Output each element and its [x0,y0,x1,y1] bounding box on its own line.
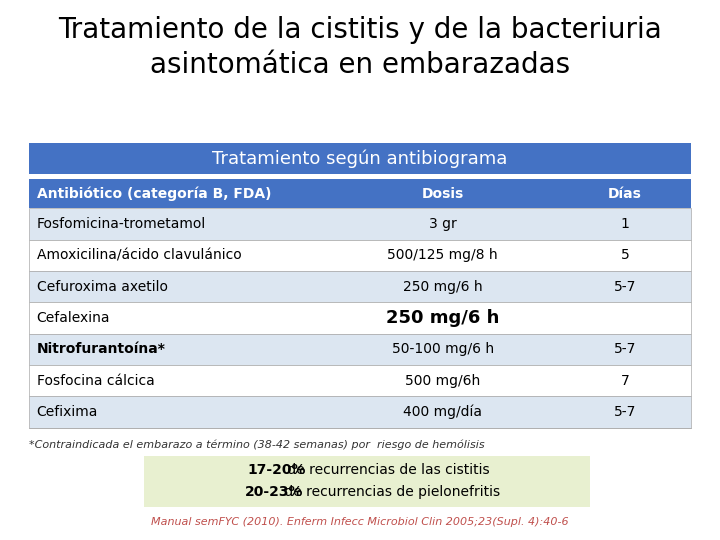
Text: 17-20%: 17-20% [248,463,306,477]
FancyBboxPatch shape [29,396,691,428]
FancyBboxPatch shape [29,271,691,302]
Text: Manual semFYC (2010). Enferm Infecc Microbiol Clin 2005;23(Supl. 4):40-6: Manual semFYC (2010). Enferm Infecc Micr… [151,517,569,527]
FancyBboxPatch shape [29,179,691,208]
Text: 5-7: 5-7 [613,280,636,294]
Text: 7: 7 [621,374,629,388]
Text: Cefuroxima axetilo: Cefuroxima axetilo [37,280,168,294]
Text: *Contraindicada el embarazo a término (38-42 semanas) por  riesgo de hemólisis: *Contraindicada el embarazo a término (3… [29,440,485,450]
Text: 50-100 mg/6 h: 50-100 mg/6 h [392,342,494,356]
Text: de recurrencias de pielonefritis: de recurrencias de pielonefritis [280,485,500,500]
FancyBboxPatch shape [29,208,691,240]
Text: 20-23%: 20-23% [245,485,303,500]
Text: Nitrofurantoína*: Nitrofurantoína* [37,342,166,356]
Text: 250 mg/6 h: 250 mg/6 h [403,280,482,294]
Text: 250 mg/6 h: 250 mg/6 h [386,309,500,327]
Text: Días: Días [608,187,642,200]
Text: Antibiótico (categoría B, FDA): Antibiótico (categoría B, FDA) [37,186,271,201]
Text: Tratamiento según antibiograma: Tratamiento según antibiograma [212,150,508,168]
Text: 400 mg/día: 400 mg/día [403,405,482,419]
FancyBboxPatch shape [29,240,691,271]
Text: 5-7: 5-7 [613,405,636,419]
FancyBboxPatch shape [29,143,691,174]
Text: 5-7: 5-7 [613,342,636,356]
Text: Dosis: Dosis [422,187,464,200]
FancyBboxPatch shape [144,456,590,507]
FancyBboxPatch shape [29,302,691,334]
Text: Fosfocina cálcica: Fosfocina cálcica [37,374,155,388]
Text: Fosfomicina-trometamol: Fosfomicina-trometamol [37,217,206,231]
Text: 5: 5 [621,248,629,262]
FancyBboxPatch shape [29,365,691,396]
Text: 3 gr: 3 gr [429,217,456,231]
Text: Cefixima: Cefixima [37,405,98,419]
Text: 500 mg/6h: 500 mg/6h [405,374,480,388]
Text: de recurrencias de las cistitis: de recurrencias de las cistitis [283,463,490,477]
Text: Tratamiento de la cistitis y de la bacteriuria
asintomática en embarazadas: Tratamiento de la cistitis y de la bacte… [58,16,662,79]
Text: 1: 1 [621,217,629,231]
Text: 500/125 mg/8 h: 500/125 mg/8 h [387,248,498,262]
Text: Cefalexina: Cefalexina [37,311,110,325]
FancyBboxPatch shape [29,334,691,365]
Text: Amoxicilina/ácido clavulánico: Amoxicilina/ácido clavulánico [37,248,241,262]
